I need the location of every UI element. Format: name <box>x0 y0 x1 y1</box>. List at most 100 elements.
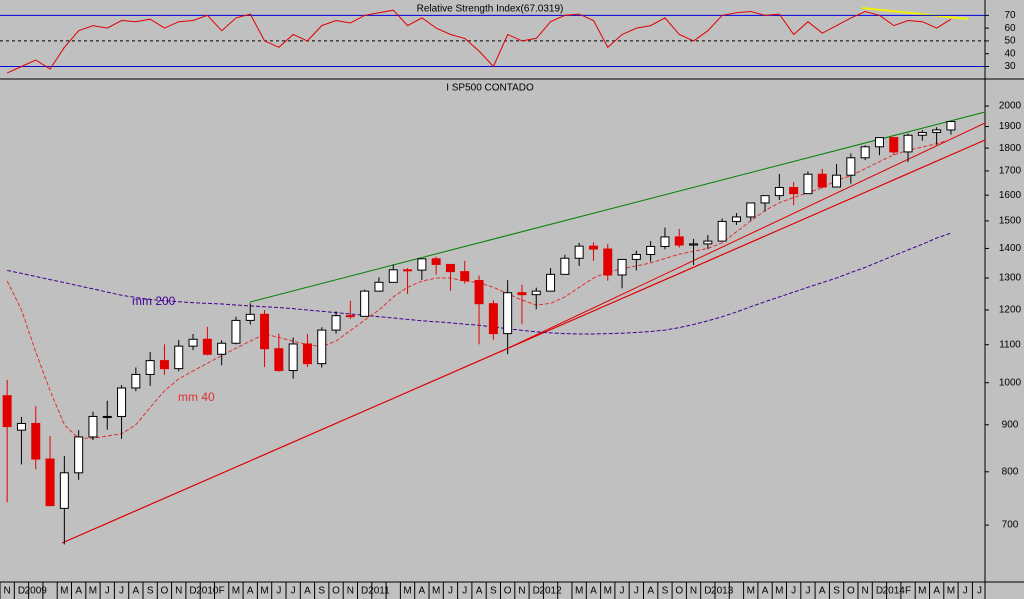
y-tick-label: 700 <box>1002 520 1019 531</box>
series-label: mm 40 <box>178 390 215 404</box>
candle-body <box>588 245 598 250</box>
y-tick-label: 1300 <box>999 273 1022 284</box>
y-tick-label: 1400 <box>999 243 1022 254</box>
y-tick-label: 1200 <box>999 305 1022 316</box>
candle-body <box>703 240 713 245</box>
x-tick-label: A <box>75 586 82 597</box>
x-tick-label: A <box>647 586 654 597</box>
y-tick-label: 900 <box>1002 419 1019 430</box>
x-tick-label: A <box>133 586 140 597</box>
candle-body <box>531 290 541 296</box>
y-tick-label: 1800 <box>999 143 1022 154</box>
candle-body <box>631 253 641 260</box>
candle-body <box>774 186 784 197</box>
y-tick-label: 1000 <box>999 377 1022 388</box>
candle-body <box>746 202 756 218</box>
candle-body <box>460 271 470 281</box>
x-tick-label: S <box>662 586 669 597</box>
y-tick-label: 1700 <box>999 166 1022 177</box>
x-tick-label: S <box>318 586 325 597</box>
y-tick-label: 1500 <box>999 216 1022 227</box>
candle-body <box>245 313 255 321</box>
x-tick-label: 2011 <box>368 586 390 597</box>
resistance-trendline <box>249 111 986 303</box>
candle-body <box>131 373 141 389</box>
candle-body <box>932 129 942 133</box>
x-tick-label: D <box>189 586 196 597</box>
x-tick-label: 2013 <box>711 586 734 597</box>
x-tick-label: M <box>775 586 783 597</box>
candle-body <box>31 422 41 460</box>
price-title: I SP500 CONTADO <box>446 83 534 94</box>
candle-body <box>731 216 741 222</box>
x-tick-label: M <box>432 586 440 597</box>
x-tick-label: O <box>504 586 512 597</box>
x-tick-label: M <box>232 586 240 597</box>
candle-body <box>374 281 384 292</box>
x-tick-label: O <box>332 586 340 597</box>
candle-body <box>117 387 127 417</box>
candle-body <box>403 269 413 272</box>
candle-body <box>946 121 956 131</box>
series-label: mm 200 <box>132 294 176 308</box>
candle-body <box>817 173 827 188</box>
x-tick-label: J <box>119 586 124 597</box>
y-tick-label: 50 <box>1004 36 1016 47</box>
candle-body <box>74 436 84 474</box>
candle-body <box>517 292 527 296</box>
x-tick-label: J <box>791 586 796 597</box>
rsi-title: Relative Strength Index(67.0319) <box>417 4 564 15</box>
x-tick-label: M <box>403 586 411 597</box>
x-tick-label: M <box>947 586 955 597</box>
x-tick-label: D <box>876 586 883 597</box>
candle-body <box>159 360 169 370</box>
rsi-trendline <box>861 7 969 20</box>
x-tick-label: M <box>60 586 68 597</box>
candle-body <box>88 415 98 438</box>
candle-body <box>431 258 441 265</box>
candle-body <box>102 415 112 418</box>
x-tick-label: J <box>448 586 453 597</box>
candle-body <box>2 395 12 428</box>
x-tick-label: J <box>276 586 281 597</box>
x-tick-label: S <box>147 586 154 597</box>
x-tick-label: J <box>105 586 110 597</box>
candle-body <box>846 157 856 176</box>
y-tick-label: 800 <box>1002 466 1019 477</box>
x-tick-label: D <box>704 586 711 597</box>
x-tick-label: N <box>4 586 11 597</box>
x-tick-label: N <box>862 586 869 597</box>
x-tick-label: M <box>89 586 97 597</box>
candle-body <box>302 343 312 365</box>
candle-body <box>546 273 556 292</box>
x-tick-label: A <box>304 586 311 597</box>
support-trendline <box>61 139 986 544</box>
x-tick-label: O <box>161 586 169 597</box>
candle-body <box>617 258 627 276</box>
support-trendline <box>499 122 986 353</box>
x-tick-label: A <box>476 586 483 597</box>
candle-body <box>260 313 270 350</box>
y-tick-label: 40 <box>1004 48 1016 59</box>
candle-body <box>274 348 284 372</box>
x-tick-label: A <box>819 586 826 597</box>
x-tick-label: J <box>805 586 810 597</box>
candle-body <box>16 422 26 431</box>
candle-body <box>889 137 899 153</box>
x-tick-label: J <box>462 586 467 597</box>
x-tick-label: J <box>977 586 982 597</box>
candle-body <box>660 236 670 247</box>
x-tick-label: 2010 <box>196 586 219 597</box>
x-tick-label: M <box>260 586 268 597</box>
candle-body <box>145 360 155 375</box>
x-tick-label: F <box>905 586 911 597</box>
candle-body <box>388 269 398 283</box>
candle-body <box>560 257 570 275</box>
x-tick-label: A <box>590 586 597 597</box>
y-tick-label: 1100 <box>999 339 1021 350</box>
candle-body <box>202 338 212 355</box>
x-tick-label: N <box>175 586 182 597</box>
candle-body <box>174 345 184 370</box>
candle-body <box>288 343 298 372</box>
